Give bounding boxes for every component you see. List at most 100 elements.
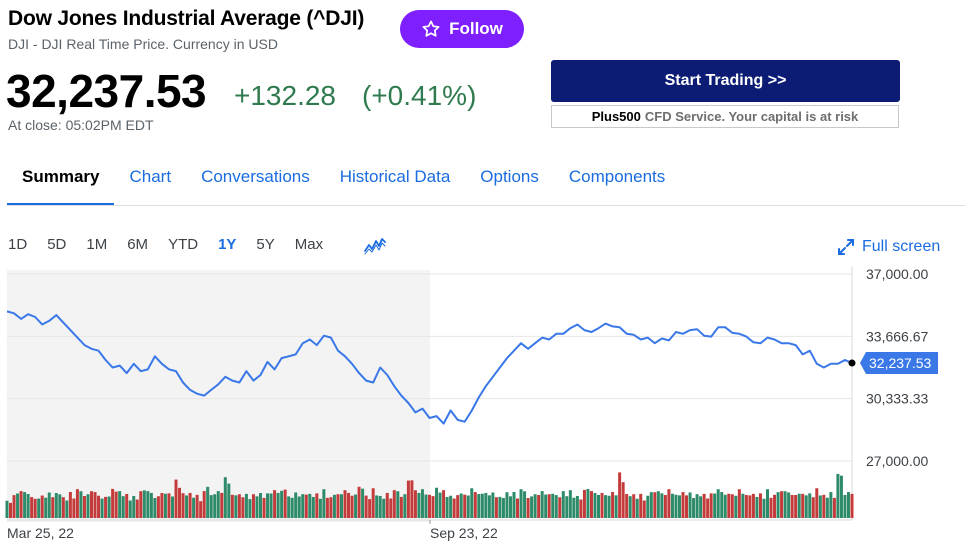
volume-bar — [290, 497, 294, 518]
tab-conversations[interactable]: Conversations — [201, 167, 310, 186]
volume-bar — [378, 496, 382, 518]
volume-bar — [146, 491, 150, 518]
volume-bar — [501, 498, 505, 518]
price-change: +132.28 — [234, 80, 336, 111]
volume-bar — [308, 493, 312, 518]
volume-bar — [5, 500, 9, 518]
range-6m[interactable]: 6M — [127, 236, 149, 253]
range-1d[interactable]: 1D — [8, 236, 28, 253]
volume-bar — [526, 498, 530, 518]
volume-bar — [512, 492, 516, 518]
volume-bar — [575, 496, 579, 518]
volume-bar — [311, 496, 315, 518]
volume-bar — [442, 490, 446, 518]
volume-bar — [818, 495, 822, 518]
volume-bar — [593, 492, 597, 518]
tab-components[interactable]: Components — [568, 167, 666, 186]
star-outline-icon — [422, 20, 440, 37]
volume-bar — [540, 491, 544, 518]
volume-bar — [709, 493, 713, 518]
fullscreen-button[interactable]: Full screen — [838, 238, 940, 256]
volume-bar — [125, 494, 129, 518]
volume-bar — [399, 496, 403, 518]
volume-bar — [762, 498, 766, 518]
volume-bar — [276, 492, 280, 518]
volume-bar — [822, 494, 826, 518]
promo-disclaimer[interactable]: Plus500 CFD Service. Your capital is at … — [551, 105, 899, 128]
volume-bar — [565, 496, 569, 518]
tab-historical-data[interactable]: Historical Data — [339, 167, 451, 186]
volume-bar — [533, 494, 537, 518]
volume-bar — [192, 497, 196, 518]
volume-bar — [167, 493, 171, 518]
volume-bar — [755, 496, 759, 518]
volume-bar — [734, 495, 738, 518]
volume-bar — [135, 499, 139, 518]
volume-bar — [185, 495, 189, 518]
volume-bar — [688, 492, 692, 518]
volume-bar — [825, 497, 829, 518]
volume-bar — [149, 492, 153, 518]
volume-bar — [216, 491, 220, 518]
volume-bar — [389, 498, 393, 518]
range-5d[interactable]: 5D — [47, 236, 67, 253]
volume-bar — [97, 495, 101, 518]
volume-bar — [751, 493, 755, 518]
volume-bar — [396, 491, 400, 518]
volume-bar — [804, 495, 808, 518]
volume-bar — [473, 492, 477, 518]
volume-bar — [480, 493, 484, 518]
volume-bar — [780, 491, 784, 518]
volume-bar — [318, 498, 322, 518]
volume-bar — [660, 493, 664, 518]
volume-bar — [815, 488, 819, 518]
volume-bar — [410, 480, 414, 518]
volume-bar — [508, 496, 512, 518]
y-axis-labels: 37,000.00 33,666.67 30,333.33 27,000.00 — [866, 266, 928, 469]
volume-bar — [163, 493, 167, 518]
range-ytd[interactable]: YTD — [168, 236, 199, 253]
y-tick-label: 37,000.00 — [866, 266, 928, 282]
range-1y[interactable]: 1Y — [218, 236, 237, 253]
volume-bar — [104, 496, 108, 518]
volume-bar — [72, 498, 76, 518]
volume-bar — [301, 494, 305, 518]
volume-bar — [582, 489, 586, 518]
volume-bar — [142, 490, 146, 518]
tab-chart[interactable]: Chart — [129, 167, 172, 186]
start-trading-button[interactable]: Start Trading >> — [551, 60, 900, 102]
volume-bar — [54, 493, 58, 518]
volume-bar — [90, 491, 93, 518]
volume-bar — [357, 486, 361, 518]
volume-bar — [37, 498, 41, 518]
volume-bars — [5, 472, 854, 518]
x-tick-label: Mar 25, 22 — [7, 525, 74, 541]
volume-bar — [663, 494, 667, 518]
tab-options[interactable]: Options — [480, 167, 539, 186]
line-chart-icon[interactable] — [364, 234, 386, 256]
volume-bar — [477, 494, 481, 518]
follow-button[interactable]: Follow — [400, 10, 524, 48]
quote-tabs: Summary Chart Conversations Historical D… — [7, 160, 680, 206]
volume-bar — [403, 494, 407, 518]
volume-bar — [12, 495, 16, 518]
current-price-dot — [848, 359, 856, 367]
range-1m[interactable]: 1M — [86, 236, 108, 253]
price-chart[interactable]: 37,000.00 33,666.67 30,333.33 27,000.00 Mar… — [0, 262, 966, 550]
volume-bar — [382, 498, 386, 518]
volume-bar — [836, 473, 840, 518]
volume-bar — [329, 497, 333, 518]
volume-bar — [621, 482, 625, 518]
range-max[interactable]: Max — [294, 236, 324, 253]
volume-bar — [713, 493, 717, 518]
volume-bar — [280, 490, 284, 518]
volume-bar — [297, 496, 301, 518]
volume-bar — [667, 489, 671, 518]
volume-bar — [730, 494, 734, 518]
tab-summary[interactable]: Summary — [7, 160, 115, 206]
current-price: 32,237.53 — [6, 65, 207, 117]
volume-bar — [748, 495, 752, 518]
volume-bar — [385, 492, 389, 518]
range-5y[interactable]: 5Y — [256, 236, 275, 253]
volume-bar — [632, 494, 636, 518]
